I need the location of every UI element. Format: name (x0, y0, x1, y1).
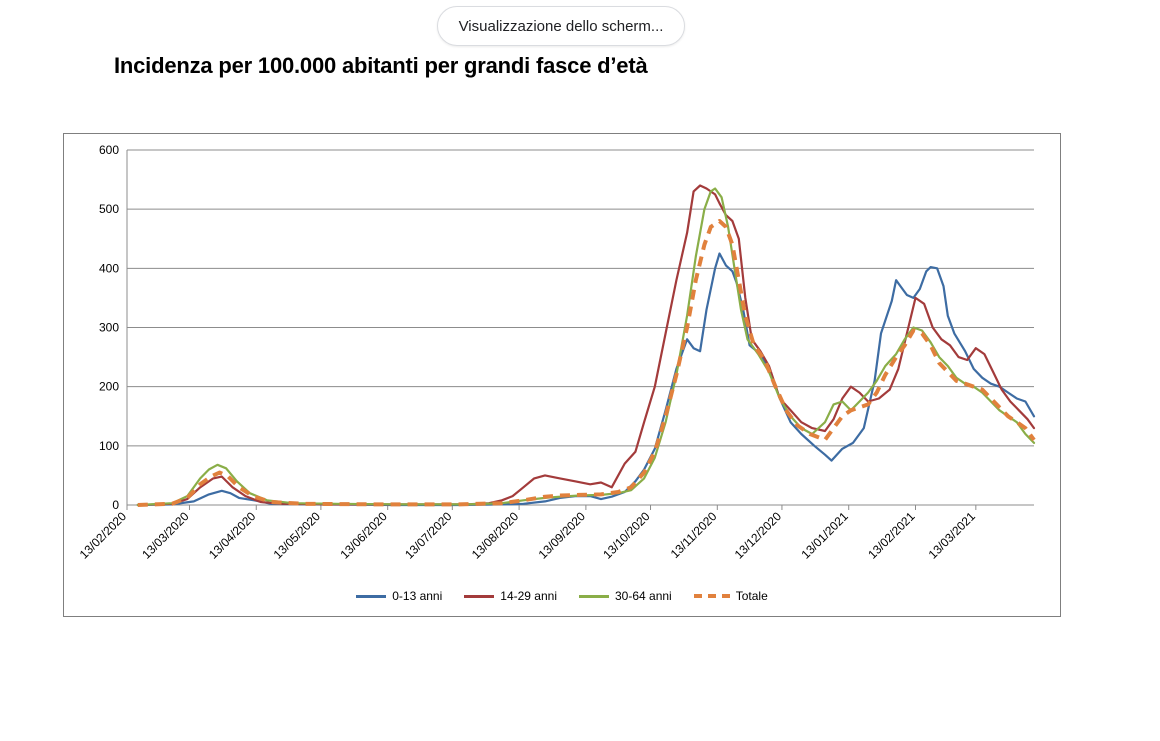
y-tick-label: 400 (99, 261, 119, 275)
y-tick-label: 300 (99, 321, 119, 335)
legend-label: Totale (735, 589, 768, 603)
legend-label: 0-13 anni (392, 589, 443, 603)
y-tick-label: 0 (112, 498, 119, 512)
series-line-totale (137, 219, 1036, 507)
x-tick-label: 13/02/2020 (77, 509, 130, 562)
y-tick-label: 600 (99, 143, 119, 157)
legend-item: 30-64 anni (579, 589, 672, 603)
incidence-line-chart: 0 100 200 300 400 500 600 13/02/2020 13/03/2020 1… (77, 143, 1036, 562)
x-tick-label: 13/02/2021 (865, 509, 918, 562)
series-line-14-29-anni (136, 184, 1036, 507)
series-line-30-64-anni (136, 187, 1036, 507)
x-tick-label: 13/11/2020 (668, 509, 720, 561)
slide-title: Incidenza per 100.000 abitanti per grand… (114, 53, 648, 78)
legend-swatch (693, 594, 730, 598)
x-tick-label: 13/03/2021 (926, 509, 979, 562)
legend-item: Totale (693, 589, 768, 603)
x-tick-label: 13/10/2020 (600, 509, 653, 562)
legend-swatch (464, 594, 495, 598)
y-tick-label: 200 (99, 380, 119, 394)
legend-swatch (579, 594, 609, 598)
series-line-0-13-anni (136, 252, 1036, 507)
screen-share-label: Visualizzazione dello scherm... (458, 17, 664, 35)
legend-swatch (356, 594, 387, 598)
y-tick-label: 100 (99, 439, 119, 453)
y-tick-label: 500 (99, 202, 119, 216)
x-tick-label: 13/09/2020 (536, 509, 589, 562)
x-tick-label: 13/12/2020 (732, 509, 785, 562)
screen-share-indicator[interactable]: Visualizzazione dello scherm... (437, 6, 685, 46)
x-tick-label: 13/05/2020 (271, 509, 324, 562)
x-tick-label: 13/07/2020 (402, 509, 455, 562)
chart-legend: 0-13 anni 14-29 anni 30-64 anni Totale (64, 589, 1060, 603)
x-tick-label: 13/03/2020 (139, 509, 192, 562)
x-tick-label: 13/04/2020 (206, 509, 259, 562)
chart-frame: 0 100 200 300 400 500 600 13/02/2020 13/03/2020 1… (63, 133, 1061, 617)
legend-label: 30-64 anni (615, 589, 672, 603)
x-tick-label: 13/06/2020 (337, 509, 390, 562)
x-tick-label: 13/01/2021 (798, 509, 851, 562)
legend-item: 0-13 anni (356, 589, 442, 603)
legend-item: 14-29 anni (464, 589, 557, 603)
legend-label: 14-29 anni (500, 589, 557, 603)
x-tick-label: 13/08/2020 (469, 509, 522, 562)
